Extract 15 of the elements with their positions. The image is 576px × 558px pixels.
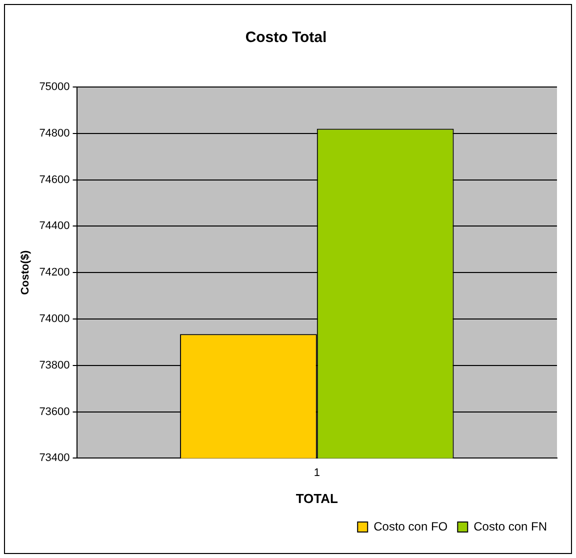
x-axis-title: TOTAL [296,490,338,506]
y-tick-label: 75000 [39,81,70,94]
y-tick-label: 74400 [39,220,70,232]
y-tick-label: 74800 [39,127,70,140]
y-tick-label: 74000 [39,313,70,326]
y-axis-title: Costo($) [20,250,32,295]
y-tick-label: 73600 [39,406,70,418]
y-tick-label: 73800 [39,359,70,372]
y-tick-label: 74200 [39,266,70,279]
y-tick-label: 73400 [39,452,70,464]
y-tick-label: 74600 [39,174,70,186]
legend-label: Costo con FN [474,519,547,534]
x-tick-label: 1 [314,466,320,479]
legend-label: Costo con FO [374,519,448,534]
chart-title: Costo Total [245,29,327,46]
